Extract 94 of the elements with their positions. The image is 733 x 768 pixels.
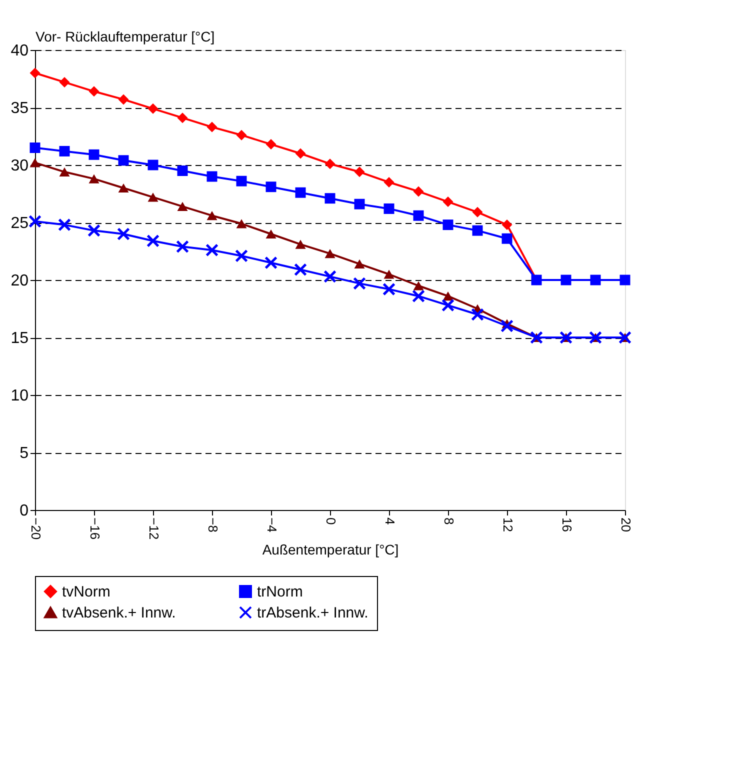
point (30, 142, 40, 153)
point (324, 270, 336, 284)
x-tick-label: 12 (500, 518, 516, 532)
point (382, 282, 396, 296)
x-tick-label: −8 (206, 518, 220, 532)
y-tick-label: 35 (10, 100, 29, 117)
point (236, 219, 247, 228)
point (354, 166, 365, 178)
x-axis-title: Außentemperatur [°C] (262, 542, 399, 558)
point (206, 244, 218, 257)
point (148, 160, 158, 170)
point (295, 148, 306, 159)
point (413, 281, 424, 290)
point (502, 220, 512, 230)
point (471, 308, 484, 321)
point (500, 320, 514, 332)
point (30, 158, 40, 168)
point (324, 158, 336, 170)
x-tick-label: −16 (88, 518, 102, 540)
point (590, 274, 601, 286)
x-tick-label: −4 (264, 518, 280, 532)
point (59, 76, 70, 88)
point (59, 167, 70, 176)
point (235, 249, 248, 262)
point (502, 233, 512, 244)
point (324, 249, 336, 258)
point (236, 176, 247, 186)
point (353, 276, 366, 290)
point (354, 259, 365, 268)
point (146, 234, 160, 248)
y-tick-label: 30 (10, 158, 29, 174)
point (266, 139, 276, 150)
point (560, 274, 572, 286)
point (384, 270, 394, 279)
y-tick-label: 5 (20, 445, 29, 462)
point (384, 177, 394, 188)
x-tick-label: 16 (560, 518, 574, 532)
legend-label: trNorm (257, 584, 303, 601)
point (148, 192, 158, 202)
point (118, 183, 129, 193)
x-tick-label: 4 (382, 518, 398, 525)
point (206, 211, 218, 220)
point (472, 225, 483, 236)
point (177, 202, 188, 211)
x-tick-label: −20 (28, 518, 44, 540)
point (413, 186, 424, 197)
point (354, 198, 365, 210)
y-tick-label: 10 (10, 388, 29, 404)
point (118, 155, 129, 166)
point (88, 149, 100, 160)
point (413, 210, 424, 221)
x-tick-label: −12 (146, 518, 162, 540)
x-tick-label: 20 (618, 518, 634, 532)
point (412, 290, 425, 303)
point (294, 263, 307, 276)
y-tick-label: 15 (10, 330, 29, 347)
point (266, 229, 276, 239)
point (148, 103, 158, 114)
point (30, 68, 40, 78)
point (176, 240, 189, 254)
point (472, 206, 483, 218)
point (206, 171, 218, 182)
point (442, 292, 454, 301)
x-tick-label: 0 (324, 518, 338, 525)
point (295, 240, 306, 249)
point (88, 174, 100, 184)
point (88, 224, 100, 238)
point (264, 256, 278, 270)
point (206, 122, 218, 132)
point (28, 214, 42, 228)
point (384, 203, 394, 214)
point (266, 182, 276, 192)
point (177, 166, 188, 176)
point (236, 130, 247, 140)
point (118, 94, 129, 105)
point (324, 193, 336, 204)
y-tick-label: 20 (10, 272, 29, 290)
legend-label: trAbsenk.+ Innw. (257, 604, 368, 622)
point (295, 187, 306, 198)
point (59, 146, 70, 156)
y-axis-title: Vor- Rücklauftemperatur [°C] (36, 28, 215, 44)
point (442, 196, 454, 208)
point (442, 298, 454, 312)
y-tick-label: 40 (10, 42, 29, 60)
legend-label: tvNorm (62, 584, 110, 601)
point (177, 112, 188, 124)
point (88, 86, 100, 97)
point (620, 274, 630, 286)
y-tick-label: 25 (10, 215, 29, 232)
x-tick-label: 8 (442, 518, 456, 525)
legend-label: tvAbsenk.+ Innw. (62, 604, 176, 622)
point (117, 228, 130, 240)
point (58, 218, 71, 232)
point (442, 220, 454, 230)
